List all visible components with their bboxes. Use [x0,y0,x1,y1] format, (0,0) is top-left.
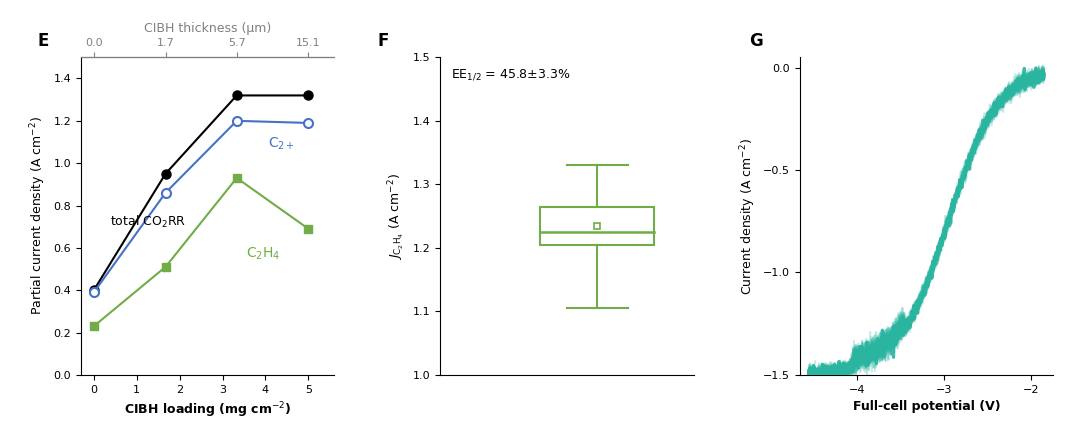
Y-axis label: Current density (A cm$^{-2}$): Current density (A cm$^{-2}$) [738,138,757,295]
Text: C$_{2+}$: C$_{2+}$ [268,136,295,152]
X-axis label: Full-cell potential (V): Full-cell potential (V) [852,400,1000,413]
X-axis label: CIBH thickness (μm): CIBH thickness (μm) [144,22,271,35]
Bar [540,206,654,245]
Y-axis label: Partial current density (A cm$^{-2}$): Partial current density (A cm$^{-2}$) [28,117,48,315]
Y-axis label: $J_{\mathrm{C_2H_4}}$ (A cm$^{-2}$): $J_{\mathrm{C_2H_4}}$ (A cm$^{-2}$) [388,173,407,259]
Text: EE$_{1/2}$ = 45.8±3.3%: EE$_{1/2}$ = 45.8±3.3% [450,67,570,82]
Text: G: G [750,32,762,50]
Text: F: F [377,32,389,50]
X-axis label: CIBH loading (mg cm$^{-2}$): CIBH loading (mg cm$^{-2}$) [124,400,292,420]
Text: total CO$_2$RR: total CO$_2$RR [110,214,187,231]
Text: C$_2$H$_4$: C$_2$H$_4$ [246,246,281,262]
Text: E: E [38,32,50,50]
